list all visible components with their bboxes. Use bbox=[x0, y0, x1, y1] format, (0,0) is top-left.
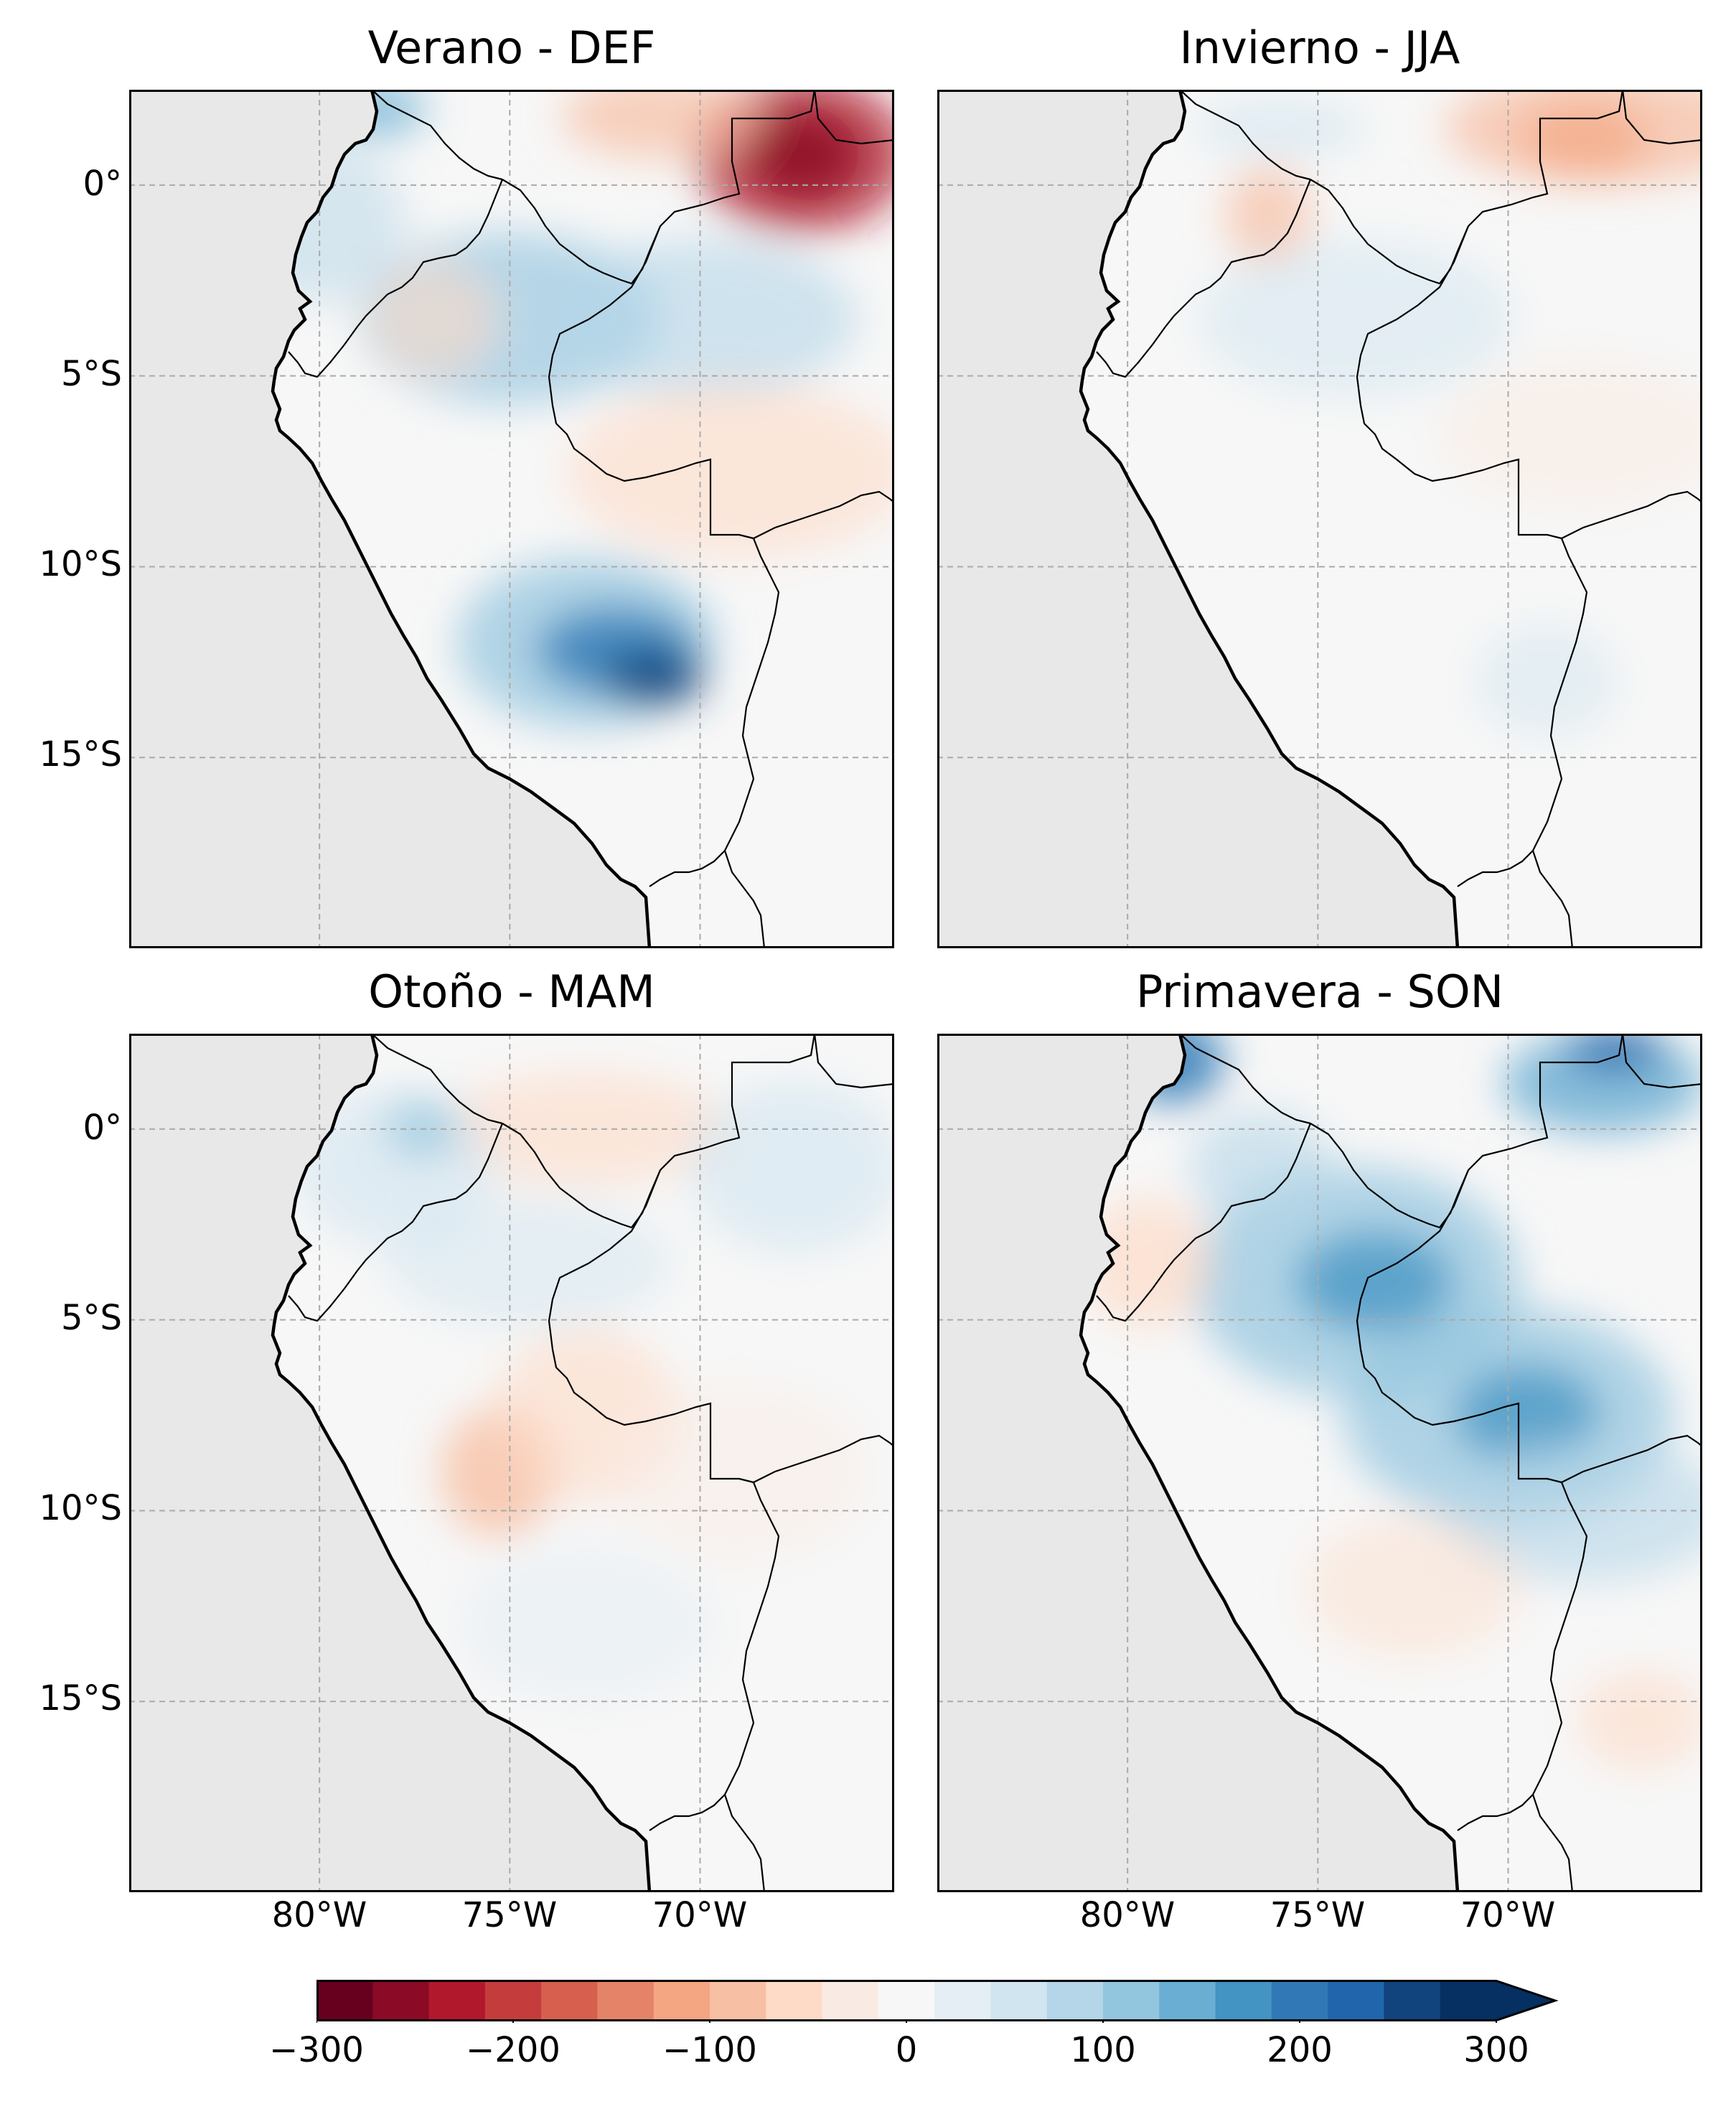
colorbar-label-minus300: −300 bbox=[269, 2030, 364, 2070]
lon-tick-80w-right: 80°W bbox=[1079, 1895, 1176, 1935]
colorbar-label-minus200: −200 bbox=[466, 2030, 560, 2070]
colorbar-segment bbox=[1328, 1981, 1385, 2020]
colorbar-segment bbox=[934, 1981, 992, 2020]
coastline bbox=[1079, 1034, 1460, 1892]
country-border bbox=[1457, 1482, 1588, 1831]
colorbar-segment bbox=[710, 1981, 767, 2020]
colorbar-segment bbox=[878, 1981, 936, 2020]
colorbar-label-0: 0 bbox=[895, 2030, 918, 2070]
colorbar-segment bbox=[1159, 1981, 1216, 2020]
map-frame bbox=[937, 1034, 1702, 1892]
colorbar-outline bbox=[316, 1980, 1559, 2021]
country-border bbox=[1468, 90, 1624, 227]
lon-tick-75w-right: 75°W bbox=[1270, 1895, 1366, 1935]
lat-tick-0-bottom: 0° bbox=[83, 1108, 122, 1148]
colorbar-segment bbox=[990, 1981, 1048, 2020]
colorbar-segment bbox=[484, 1981, 543, 2020]
country-border bbox=[1096, 1123, 1312, 1322]
country-border bbox=[1179, 1034, 1311, 1125]
anomaly-field bbox=[295, 1071, 894, 1704]
lon-tick-75w-left: 75°W bbox=[461, 1895, 558, 1935]
country-border bbox=[288, 1123, 504, 1322]
panel-title-primavera: Primavera - SON bbox=[1135, 965, 1504, 1018]
colorbar-segment bbox=[372, 1981, 430, 2020]
country-border bbox=[371, 90, 503, 181]
coastline bbox=[271, 90, 652, 948]
panel-title-invierno: Invierno - JJA bbox=[1179, 22, 1460, 74]
anomaly-field bbox=[1082, 1034, 1702, 1771]
country-border bbox=[1457, 538, 1588, 887]
colorbar-label-minus100: −100 bbox=[662, 2030, 757, 2070]
country-border bbox=[548, 225, 754, 540]
panel-title-otono: Otoño - MAM bbox=[368, 965, 655, 1018]
country-border bbox=[723, 850, 766, 948]
colorbar-segment bbox=[766, 1981, 823, 2020]
country-border bbox=[649, 538, 780, 887]
map-panel-primavera bbox=[937, 1034, 1702, 1892]
country-border bbox=[813, 1034, 894, 1089]
colorbar-extend-max bbox=[1496, 1981, 1555, 2020]
map-panel-invierno bbox=[937, 90, 1702, 948]
country-border bbox=[1356, 1169, 1562, 1484]
colorbar-segment bbox=[653, 1981, 710, 2020]
lat-tick-15s-bottom: 15°S bbox=[39, 1678, 122, 1718]
lat-tick-15s-top: 15°S bbox=[39, 734, 122, 775]
country-border bbox=[371, 1034, 503, 1125]
colorbar-label-300: 300 bbox=[1463, 2030, 1529, 2070]
country-border bbox=[753, 1434, 894, 1483]
colorbar-segment bbox=[541, 1981, 599, 2020]
country-border bbox=[723, 1794, 766, 1892]
country-border bbox=[660, 90, 816, 227]
colorbar-segment bbox=[1103, 1981, 1160, 2020]
map-panel-otono bbox=[129, 1034, 894, 1892]
country-border bbox=[813, 90, 894, 145]
lon-tick-70w-left: 70°W bbox=[652, 1895, 748, 1935]
map-panel-verano bbox=[129, 90, 894, 948]
coastline bbox=[1079, 90, 1460, 948]
country-border bbox=[1621, 90, 1702, 145]
country-border bbox=[1531, 1794, 1574, 1892]
country-border bbox=[649, 1482, 780, 1831]
colorbar bbox=[316, 1980, 1559, 2023]
country-border bbox=[1561, 490, 1702, 539]
country-border bbox=[548, 1169, 754, 1484]
lat-tick-10s-top: 10°S bbox=[39, 544, 122, 584]
colorbar-segment bbox=[1384, 1981, 1441, 2020]
anomaly-field bbox=[1193, 90, 1702, 739]
lat-tick-5s-top: 5°S bbox=[60, 354, 122, 394]
country-border bbox=[1356, 225, 1562, 540]
lon-tick-70w-right: 70°W bbox=[1460, 1895, 1556, 1935]
panel-title-verano: Verano - DEF bbox=[367, 22, 656, 74]
map-frame bbox=[129, 1034, 894, 1892]
colorbar-segment bbox=[428, 1981, 486, 2020]
colorbar-segment bbox=[1440, 1981, 1497, 2020]
colorbar-segment bbox=[1046, 1981, 1104, 2020]
country-border bbox=[288, 179, 504, 378]
lon-tick-80w-left: 80°W bbox=[271, 1895, 367, 1935]
country-border bbox=[1096, 179, 1312, 378]
map-frame bbox=[129, 90, 894, 948]
country-border bbox=[1468, 1034, 1624, 1171]
map-frame bbox=[937, 90, 1702, 948]
coastline bbox=[271, 1034, 652, 1892]
country-border bbox=[1531, 850, 1574, 948]
lat-tick-0-top: 0° bbox=[83, 164, 122, 204]
lat-tick-10s-bottom: 10°S bbox=[39, 1488, 122, 1528]
colorbar-segment bbox=[1215, 1981, 1272, 2020]
country-border bbox=[1179, 90, 1311, 181]
country-border bbox=[753, 490, 894, 539]
colorbar-segment bbox=[822, 1981, 879, 2020]
country-border bbox=[1621, 1034, 1702, 1089]
colorbar-segment bbox=[316, 1981, 374, 2020]
country-border bbox=[660, 1034, 816, 1171]
colorbar-segment bbox=[1271, 1981, 1329, 2020]
colorbar-segment bbox=[597, 1981, 654, 2020]
lat-tick-5s-bottom: 5°S bbox=[60, 1298, 122, 1338]
country-border bbox=[1561, 1434, 1702, 1483]
colorbar-label-200: 200 bbox=[1267, 2030, 1333, 2070]
colorbar-label-100: 100 bbox=[1070, 2030, 1136, 2070]
